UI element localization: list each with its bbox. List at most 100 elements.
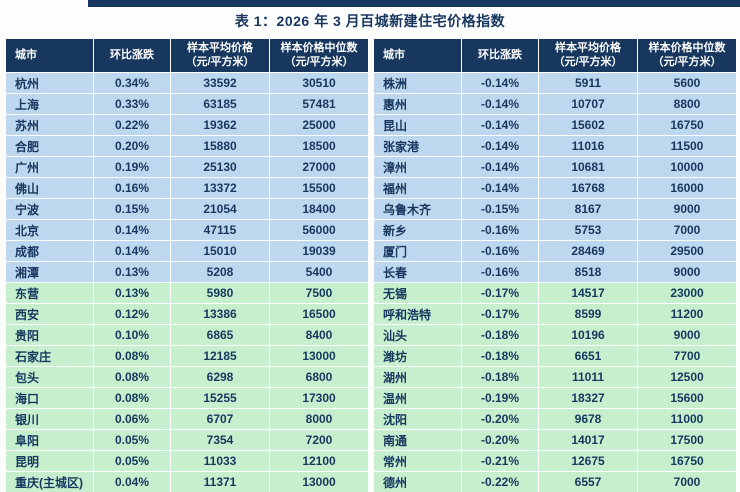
table-row: 重庆(主城区) 0.04% 11371 13000 [5,471,369,492]
city-cell: 湘潭 [5,261,94,283]
city-cell: 厦门 [373,240,462,262]
city-cell: 沈阳 [373,408,462,430]
change-cell: 0.05% [93,429,171,451]
avg-cell: 15880 [170,135,270,157]
city-cell: 无锡 [373,282,462,304]
median-cell: 11500 [637,135,737,157]
table-row: 昆明 0.05% 11033 12100 [5,450,369,472]
column-header-city-label: 城市 [383,48,405,61]
city-cell: 成都 [5,240,94,262]
median-cell: 7000 [637,219,737,241]
avg-cell: 8599 [538,303,638,325]
city-cell: 广州 [5,156,94,178]
table-row: 汕头 -0.18% 10196 9000 [373,324,737,346]
median-cell: 18400 [269,198,369,220]
change-cell: -0.20% [461,408,539,430]
table-row: 无锡 -0.17% 14517 23000 [373,282,737,304]
change-cell: -0.14% [461,156,539,178]
table-row: 昆山 -0.14% 15602 16750 [373,114,737,136]
change-cell: -0.17% [461,303,539,325]
median-cell: 9000 [637,198,737,220]
city-cell: 重庆(主城区) [5,471,94,492]
table-row: 潍坊 -0.18% 6651 7700 [373,345,737,367]
change-cell: 0.08% [93,345,171,367]
avg-cell: 11371 [170,471,270,492]
change-cell: 0.13% [93,261,171,283]
change-cell: 0.13% [93,282,171,304]
avg-cell: 25130 [170,156,270,178]
change-cell: 0.08% [93,387,171,409]
change-cell: -0.16% [461,240,539,262]
city-cell: 汕头 [373,324,462,346]
column-header-change-label: 环比涨跌 [110,48,154,61]
column-header-median-price: 样本价格中位数 （元/平方米） [269,38,369,73]
avg-cell: 18327 [538,387,638,409]
column-header-change-label: 环比涨跌 [478,48,522,61]
city-cell: 德州 [373,471,462,492]
column-header-city: 城市 [373,38,462,73]
table-row: 沈阳 -0.20% 9678 11000 [373,408,737,430]
median-cell: 25000 [269,114,369,136]
median-cell: 56000 [269,219,369,241]
change-cell: 0.14% [93,219,171,241]
median-cell: 27000 [269,156,369,178]
change-cell: 0.10% [93,324,171,346]
avg-cell: 5208 [170,261,270,283]
table-row: 石家庄 0.08% 12185 13000 [5,345,369,367]
table-row: 包头 0.08% 6298 6800 [5,366,369,388]
avg-cell: 21054 [170,198,270,220]
median-cell: 9000 [637,261,737,283]
city-cell: 福州 [373,177,462,199]
avg-cell: 19362 [170,114,270,136]
change-cell: -0.22% [461,471,539,492]
table-row: 温州 -0.19% 18327 15600 [373,387,737,409]
table-row: 西安 0.12% 13386 16500 [5,303,369,325]
table-body-right: 株洲 -0.14% 5911 5600 惠州 -0.14% 10707 8800 昆山 -0.14… [373,72,737,492]
table-row: 呼和浩特 -0.17% 8599 11200 [373,303,737,325]
city-cell: 呼和浩特 [373,303,462,325]
median-cell: 29500 [637,240,737,262]
table-row: 东营 0.13% 5980 7500 [5,282,369,304]
city-cell: 包头 [5,366,94,388]
avg-cell: 28469 [538,240,638,262]
city-cell: 贵阳 [5,324,94,346]
median-cell: 16000 [637,177,737,199]
table-row: 株洲 -0.14% 5911 5600 [373,72,737,94]
city-cell: 杭州 [5,72,94,94]
avg-cell: 15255 [170,387,270,409]
change-cell: 0.15% [93,198,171,220]
avg-cell: 13372 [170,177,270,199]
avg-cell: 5753 [538,219,638,241]
median-cell: 12500 [637,366,737,388]
avg-cell: 11016 [538,135,638,157]
median-cell: 23000 [637,282,737,304]
avg-cell: 10196 [538,324,638,346]
avg-cell: 15010 [170,240,270,262]
avg-cell: 6557 [538,471,638,492]
median-cell: 57481 [269,93,369,115]
avg-cell: 6865 [170,324,270,346]
city-cell: 海口 [5,387,94,409]
avg-cell: 5911 [538,72,638,94]
table-row: 新乡 -0.16% 5753 7000 [373,219,737,241]
column-header-city: 城市 [5,38,94,73]
avg-cell: 16768 [538,177,638,199]
avg-cell: 12185 [170,345,270,367]
change-cell: 0.19% [93,156,171,178]
table-row: 常州 -0.21% 12675 16750 [373,450,737,472]
table-row: 长春 -0.16% 8518 9000 [373,261,737,283]
table-row: 银川 0.06% 6707 8000 [5,408,369,430]
city-cell: 宁波 [5,198,94,220]
change-cell: -0.14% [461,93,539,115]
median-cell: 7200 [269,429,369,451]
column-header-change: 环比涨跌 [461,38,539,73]
table-row: 德州 -0.22% 6557 7000 [373,471,737,492]
avg-cell: 8167 [538,198,638,220]
median-cell: 16500 [269,303,369,325]
city-cell: 北京 [5,219,94,241]
change-cell: -0.14% [461,135,539,157]
table-row: 乌鲁木齐 -0.15% 8167 9000 [373,198,737,220]
column-header-avg-price: 样本平均价格 （元/平方米） [170,38,270,73]
table-row: 福州 -0.14% 16768 16000 [373,177,737,199]
city-cell: 惠州 [373,93,462,115]
